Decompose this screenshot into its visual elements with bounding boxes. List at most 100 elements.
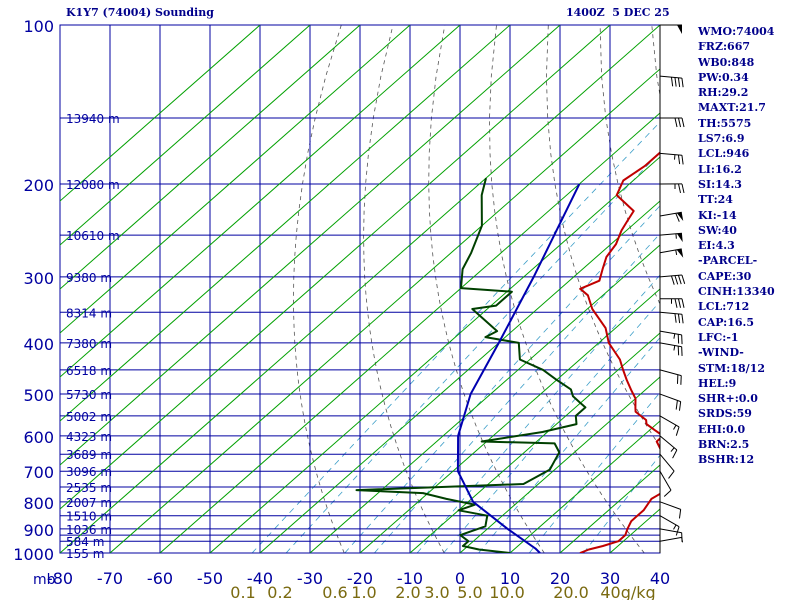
pressure-tick-label: 400: [23, 335, 54, 354]
height-label: 1510 m: [66, 510, 112, 524]
isotherm--30: [309, 244, 660, 553]
isotherm--110: [60, 25, 511, 422]
temp-tick-label: -60: [147, 569, 173, 588]
wind-barb-flag: [678, 509, 682, 519]
wind-barb-staff: [659, 75, 682, 79]
height-label: 1036 m: [66, 523, 112, 537]
wind-barb-flag: [675, 526, 680, 536]
isotherm--120: [60, 25, 461, 378]
wind-barb-staff: [659, 152, 682, 156]
temp-tick-label: -20: [347, 569, 373, 588]
profile-lines: [355, 151, 660, 553]
index-item: STM:18/12: [698, 361, 765, 375]
wind-barb: [659, 183, 685, 194]
height-label: 8314 m: [66, 306, 112, 320]
wind-barb-flag: [681, 155, 684, 165]
wind-barb-staff: [659, 470, 672, 491]
wind-barb-flag: [677, 77, 681, 87]
wind-barb: [659, 515, 680, 536]
height-label: 584 m: [66, 535, 104, 549]
dry-adiabat-310: [489, 25, 645, 553]
index-item: EHI:0.0: [698, 422, 746, 436]
wind-barb-flag: [670, 275, 675, 285]
wind-barb-halfflag: [673, 345, 676, 351]
index-item: LCL:946: [698, 147, 750, 161]
mixing-ratio-line-0.1: [251, 121, 660, 553]
wind-barb: [659, 536, 684, 543]
wind-barb-flag: [675, 400, 678, 410]
isotherm--100: [60, 25, 561, 466]
wind-barb: [659, 152, 684, 165]
index-item: WMO:74004: [698, 25, 775, 38]
index-item: HEL:9: [698, 376, 737, 390]
wind-barb: [659, 528, 683, 542]
wind-barb: [659, 75, 684, 88]
wind-barb-staff: [659, 330, 682, 336]
mixing-ratio-tick-label: 0.6: [322, 583, 347, 600]
index-item: CINH:13340: [698, 285, 775, 299]
wind-barb-halfflag: [673, 424, 677, 430]
wind-barb-pennant: [676, 212, 684, 222]
index-item: KI:-14: [698, 208, 737, 222]
height-label: 12080 m: [66, 178, 120, 192]
mixing-ratio-tick-label: 1.0: [351, 583, 376, 600]
wind-barb-flag: [675, 213, 680, 222]
mixing-ratio-tick-label: 0.1: [230, 583, 255, 600]
wind-barb-flag: [678, 183, 681, 194]
pressure-unit-label: mb: [33, 572, 56, 588]
wind-barb-flag: [681, 314, 684, 324]
index-item: BSHR:12: [698, 453, 755, 467]
wind-barb: [659, 415, 680, 436]
wind-barb-halfflag: [670, 447, 675, 452]
height-label: 3689 m: [66, 448, 112, 462]
index-item: FRZ:667: [698, 40, 751, 54]
wind-barb-halfflag: [673, 333, 676, 339]
height-label: 3096 m: [66, 465, 112, 479]
wind-barbs: [659, 24, 686, 553]
wind-barb-staff: [659, 515, 680, 528]
temp-tick-label: -50: [197, 569, 223, 588]
index-item: EI:4.3: [698, 239, 735, 253]
isotherm--80: [60, 25, 660, 553]
wind-barb-halfflag: [675, 249, 678, 255]
wind-barb-pennant: [677, 25, 682, 34]
pressure-tick-label: 700: [23, 463, 54, 482]
temp-tick-label: 0: [455, 569, 465, 588]
wind-barb: [659, 232, 683, 243]
wind-barb-staff: [659, 501, 681, 510]
mixing-ratio-tick-label: 10.0: [489, 583, 525, 600]
index-item: -WIND-: [698, 346, 744, 360]
wind-barb: [659, 369, 682, 385]
pressure-tick-label: 800: [23, 494, 54, 513]
isotherm--130: [60, 25, 411, 334]
pressure-tick-label: 900: [23, 521, 54, 540]
isotherm--140: [60, 25, 361, 290]
pressure-tick-label: 300: [23, 269, 54, 288]
parcel-trace: [456, 183, 581, 553]
height-label: 6518 m: [66, 364, 112, 378]
wind-barb-flag: [674, 313, 677, 323]
wind-barb: [659, 393, 682, 411]
temp-tick-label: 30: [600, 569, 620, 588]
index-item: SI:14.3: [698, 177, 742, 191]
dry-adiabat-250: [293, 25, 345, 553]
index-item: TT:24: [698, 193, 733, 207]
wind-barb-halfflag: [673, 524, 677, 530]
wind-barb-staff: [659, 274, 682, 278]
wind-barb-staff: [659, 435, 678, 451]
wind-barb-flag: [677, 275, 682, 285]
index-item: SW:40: [698, 223, 737, 237]
isotherm--90: [60, 25, 611, 510]
index-item: SHR+:0.0: [698, 392, 758, 406]
wind-barb-staff: [659, 342, 682, 348]
wind-barb: [659, 211, 684, 222]
wind-barb-flag: [663, 489, 672, 497]
isotherm-10: [509, 420, 660, 553]
wind-barb-flag: [681, 117, 685, 128]
wind-barb: [660, 24, 682, 34]
temperature-trace: [579, 151, 660, 553]
wind-barb: [659, 470, 672, 497]
wind-barb-staff: [659, 248, 682, 254]
indices-panel: WMO:74004 FRZ:667 WB0:848 PW:0.34 RH:29.2 MAX…: [698, 24, 775, 468]
